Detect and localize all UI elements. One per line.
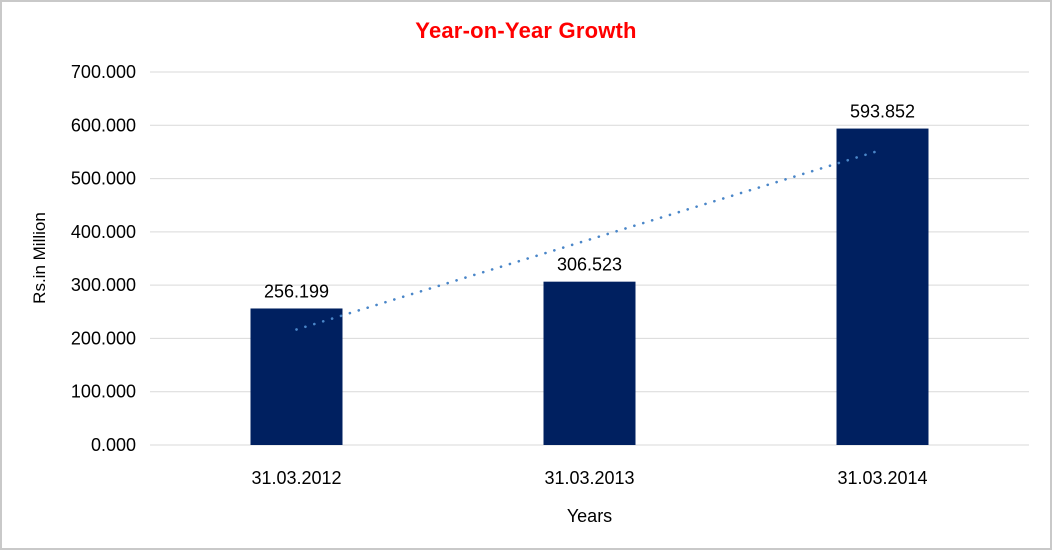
bar-value-label: 306.523 bbox=[557, 255, 622, 275]
y-tick-label: 200.000 bbox=[71, 328, 136, 348]
bar-31.03.2012 bbox=[250, 308, 343, 445]
bar-31.03.2013 bbox=[543, 281, 636, 445]
y-tick-label: 100.000 bbox=[71, 382, 136, 402]
y-tick-label: 500.000 bbox=[71, 169, 136, 189]
y-tick-label: 700.000 bbox=[71, 62, 136, 82]
y-tick-label: 300.000 bbox=[71, 275, 136, 295]
y-tick-label: 600.000 bbox=[71, 115, 136, 135]
y-tick-label: 0.000 bbox=[91, 435, 136, 455]
x-tick-label: 31.03.2012 bbox=[251, 468, 341, 488]
chart-title: Year-on-Year Growth bbox=[415, 18, 637, 43]
y-tick-label: 400.000 bbox=[71, 222, 136, 242]
x-tick-label: 31.03.2013 bbox=[544, 468, 634, 488]
bar-31.03.2014 bbox=[836, 128, 929, 446]
trendline bbox=[295, 148, 884, 331]
x-axis-title: Years bbox=[566, 506, 613, 526]
bar-value-label: 256.199 bbox=[264, 281, 329, 301]
bar-value-label: 593.852 bbox=[850, 102, 915, 122]
x-tick-label: 31.03.2014 bbox=[837, 468, 927, 488]
y-axis-title: Rs.in Million bbox=[30, 212, 49, 304]
